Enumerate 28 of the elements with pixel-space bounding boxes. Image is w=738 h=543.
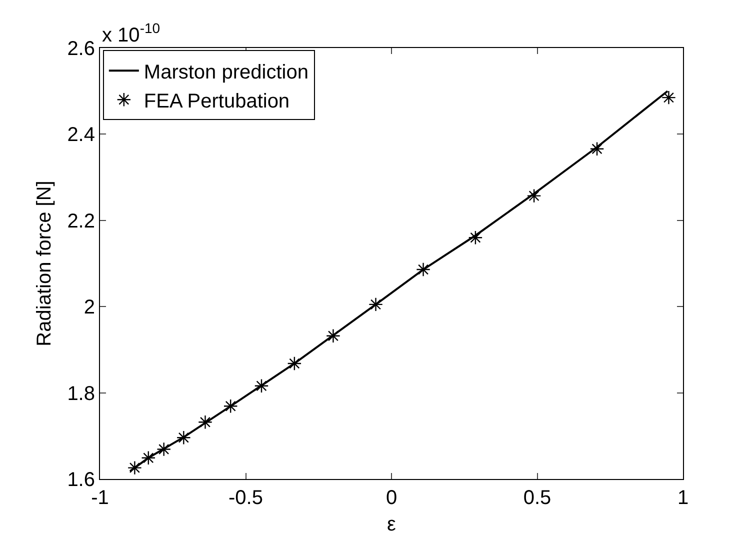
point (254, 378, 269, 394)
y-tick-label: 2 (84, 296, 95, 319)
point (368, 297, 383, 312)
legend-label: FEA Pertubation (144, 90, 290, 112)
point (141, 450, 156, 466)
point (198, 414, 212, 430)
x-tick-label: 0 (386, 487, 398, 509)
point (662, 90, 676, 105)
point (416, 262, 430, 277)
x-tick-label: 1 (677, 487, 689, 509)
point (590, 142, 604, 156)
y-tick-label: 2.4 (67, 124, 95, 146)
y-tick-label: 2.6 (67, 38, 95, 60)
point (526, 188, 542, 204)
y-axis-title: Radiation force [N] (34, 180, 56, 346)
y-tick-label: 1.8 (67, 382, 95, 405)
point (287, 356, 302, 371)
x-tick-label: 0.5 (523, 487, 552, 509)
point (156, 442, 172, 456)
y-tick-label: 2.2 (67, 210, 95, 232)
point (468, 230, 483, 245)
point (326, 328, 340, 344)
text: x 10$^{-10}$ (102, 20, 160, 46)
point (223, 398, 238, 414)
x-axis-title: ε (387, 514, 396, 536)
legend-label: Marston prediction (144, 61, 308, 84)
x-tick-label: -0.5 (228, 487, 263, 509)
point (176, 430, 191, 445)
